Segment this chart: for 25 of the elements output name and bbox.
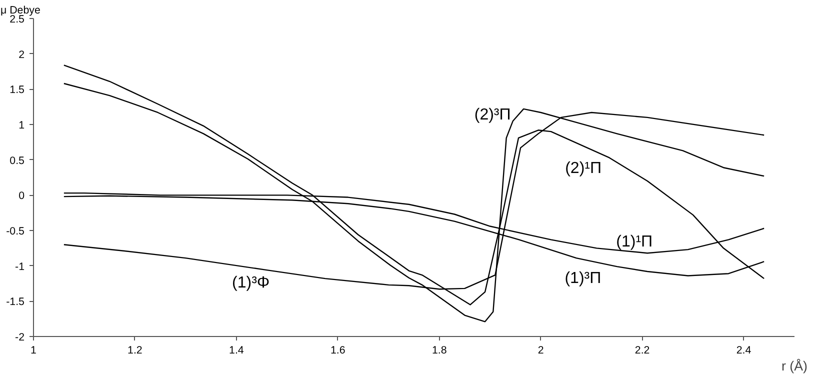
x-tick-label: 1.4: [229, 344, 244, 356]
series-label: (1)³Φ: [232, 274, 270, 292]
y-tick-label: -2: [15, 332, 25, 344]
x-tick-label: 1.6: [330, 344, 346, 356]
y-tick-label: 0.5: [10, 154, 25, 167]
y-tick-label: -1.5: [6, 296, 25, 308]
x-tick-label: 1.2: [128, 344, 142, 356]
x-tick-label: 1: [30, 344, 37, 356]
y-tick-label: -1: [15, 260, 25, 273]
x-tick-label: 1.8: [432, 344, 447, 356]
x-tick-label: 2.4: [736, 344, 752, 356]
y-tick-label: 0: [18, 190, 25, 202]
y-tick-label: -0.5: [6, 226, 25, 238]
y-tick-label: 1.5: [10, 84, 25, 96]
y-axis-title: μ Debye: [0, 4, 40, 16]
series-label: (2)¹Π: [565, 160, 602, 178]
x-tick-label: 2: [538, 344, 544, 356]
y-tick-label: 2: [18, 48, 25, 61]
x-tick-label: 2.2: [634, 344, 650, 356]
series-label: (1)³Π: [564, 270, 602, 288]
x-axis-title: r (Å): [782, 358, 808, 374]
y-tick-label: 2.5: [10, 14, 25, 26]
series-label: (1)¹Π: [616, 234, 653, 251]
y-tick-label: 1: [18, 120, 25, 132]
series-label: (2)³Π: [474, 106, 511, 124]
